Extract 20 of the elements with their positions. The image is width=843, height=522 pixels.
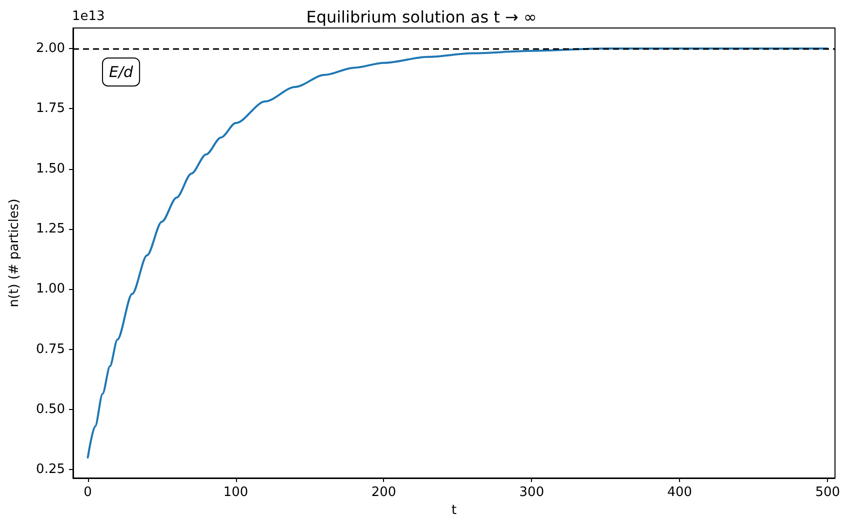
y-tick-label: 0.75 — [36, 342, 65, 357]
x-tick-label: 500 — [815, 485, 840, 500]
y-tick-label: 0.50 — [36, 402, 65, 417]
ref-line-label: E/d — [109, 62, 134, 81]
chart-title: Equilibrium solution as t → ∞ — [306, 8, 537, 26]
y-tick-label: 0.25 — [36, 462, 65, 478]
x-tick-label: 400 — [667, 485, 692, 500]
y-tick-label: 1.25 — [36, 221, 65, 236]
x-axis-title: t — [451, 503, 457, 518]
x-tick-label: 200 — [371, 485, 396, 500]
x-tick-label: 300 — [519, 485, 544, 500]
text: 1e13 — [72, 9, 105, 24]
x-tick-label: 100 — [223, 485, 248, 500]
y-tick-label: 2.00 — [36, 40, 65, 56]
y-tick-label: 1.75 — [36, 101, 65, 116]
x-tick-label: 0 — [84, 485, 92, 500]
y-axis-title: n(t) (# particles) — [7, 198, 22, 308]
y-tick-label: 1.00 — [36, 282, 65, 297]
line-series — [86, 47, 829, 459]
y-tick-label: 1.50 — [36, 161, 65, 176]
